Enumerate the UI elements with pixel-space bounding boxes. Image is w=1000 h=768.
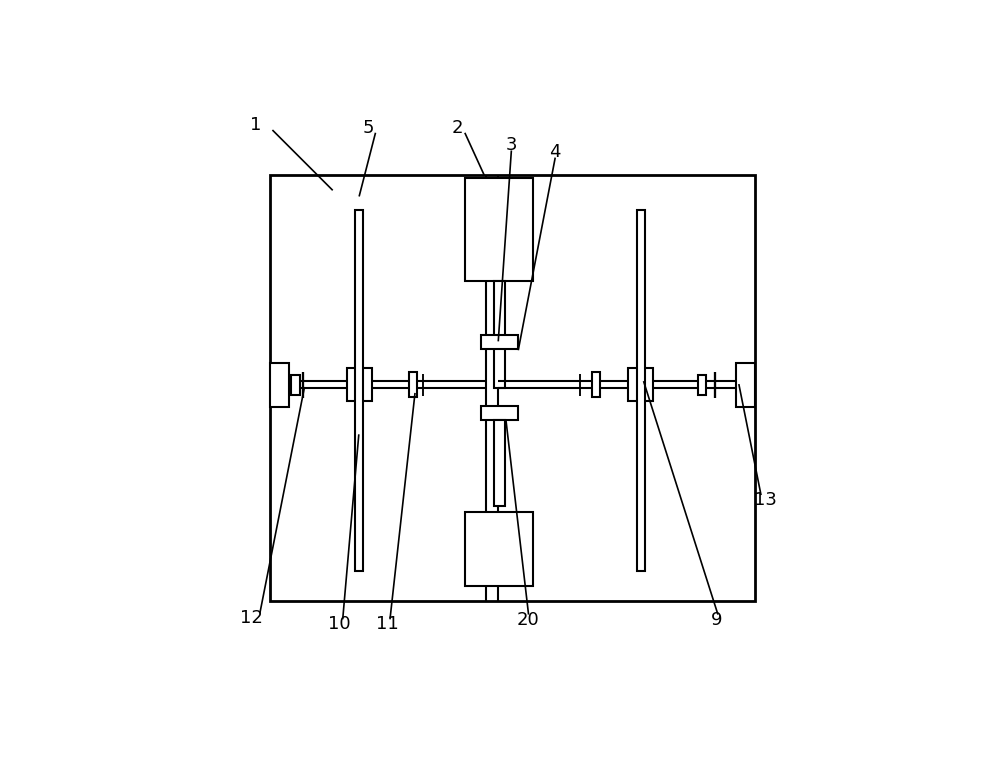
- Bar: [637, 210, 645, 571]
- Bar: [409, 372, 417, 397]
- Text: 4: 4: [549, 144, 561, 161]
- Text: 13: 13: [754, 492, 777, 509]
- Bar: [698, 375, 706, 395]
- Text: 3: 3: [506, 137, 517, 154]
- Bar: [481, 406, 518, 420]
- Bar: [481, 335, 518, 349]
- Bar: [592, 372, 600, 397]
- Text: 2: 2: [452, 118, 463, 137]
- Bar: [628, 369, 653, 402]
- Text: 12: 12: [240, 610, 263, 627]
- Text: 20: 20: [517, 611, 539, 629]
- Bar: [355, 210, 363, 571]
- Bar: [494, 281, 505, 388]
- Bar: [347, 369, 372, 402]
- Bar: [494, 420, 505, 506]
- Text: 11: 11: [376, 615, 399, 634]
- Bar: [270, 363, 289, 407]
- Bar: [291, 375, 300, 395]
- Text: 10: 10: [328, 615, 351, 634]
- Text: 9: 9: [711, 611, 722, 629]
- Bar: [736, 363, 755, 407]
- Text: 5: 5: [363, 118, 375, 137]
- Bar: [270, 175, 755, 601]
- Text: 1: 1: [250, 116, 261, 134]
- Bar: [465, 512, 533, 586]
- Bar: [465, 178, 533, 281]
